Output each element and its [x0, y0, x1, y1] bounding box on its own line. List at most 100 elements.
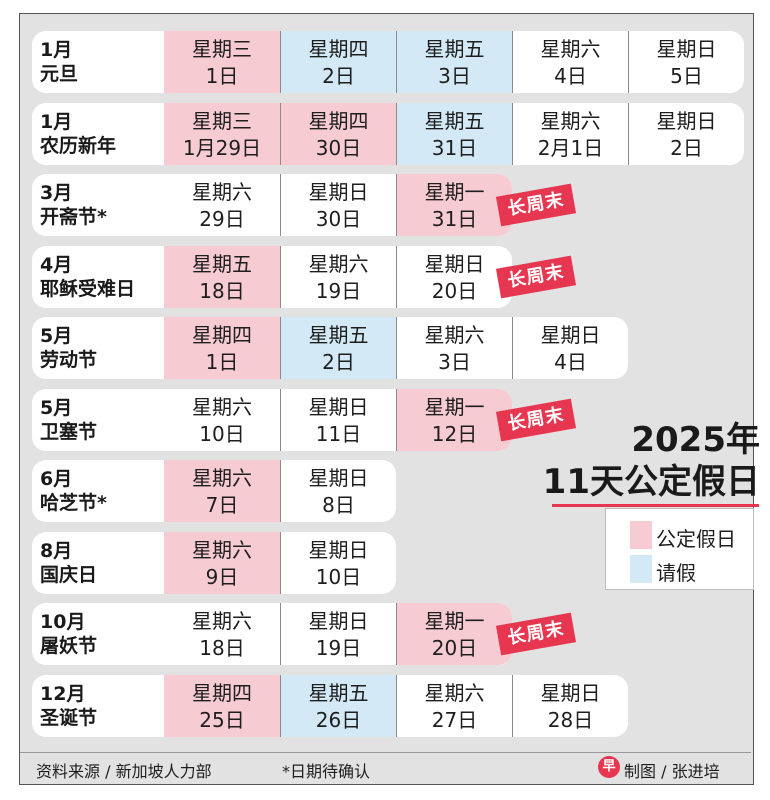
day-date: 2月1日: [537, 135, 604, 160]
day-date: 4日: [554, 350, 587, 374]
holiday-month: 8月: [40, 539, 73, 562]
day-cell: 星期五 31日: [396, 102, 512, 165]
day-weekday: 星期三: [192, 108, 252, 133]
holiday-name: 哈芝节*: [40, 492, 107, 514]
day-cell: 星期日 2日: [628, 102, 744, 165]
footer: 资料来源 / 新加坡人力部 *日期待确认 早 制图 / 张进培: [20, 752, 751, 783]
day-cell: 星期四 2日: [280, 31, 396, 93]
day-date: 7日: [205, 493, 239, 517]
day-cell: 星期六 18日: [164, 603, 280, 665]
day-cell: 星期日 5日: [628, 31, 744, 93]
day-weekday: 星期五: [308, 323, 369, 347]
holiday-name: 屠妖节: [40, 635, 98, 657]
day-date: 12日: [431, 421, 478, 446]
day-weekday: 星期四: [308, 37, 369, 61]
day-date: 19日: [315, 636, 362, 660]
holiday-month: 3月: [40, 182, 73, 204]
day-date: 5日: [670, 64, 703, 88]
legend-label-leave: 请假: [656, 561, 696, 585]
day-date: 2日: [322, 64, 355, 88]
day-date: 4日: [554, 64, 587, 88]
day-weekday: 星期一: [424, 609, 485, 633]
holiday-label: 4月 耶稣受难日: [32, 246, 164, 308]
day-cell: 星期六 19日: [280, 245, 396, 308]
day-weekday: 星期日: [656, 108, 717, 133]
day-date: 3日: [438, 350, 471, 374]
day-date: 11日: [315, 421, 362, 446]
day-date: 31日: [431, 135, 478, 160]
day-date: 18日: [199, 278, 245, 303]
day-weekday: 星期日: [540, 323, 601, 347]
holiday-row: 12月 圣诞节 星期四 25日 星期五 26日 星期六 27日 星期日 28日: [32, 674, 628, 737]
day-weekday: 星期日: [424, 251, 485, 276]
day-weekday: 星期日: [308, 609, 369, 633]
holiday-month: 6月: [40, 468, 73, 490]
publisher-logo-icon: 早: [598, 756, 620, 778]
footer-note: *日期待确认: [282, 762, 371, 781]
day-cell: 星期六 7日: [164, 460, 280, 522]
holiday-row: 10月 屠妖节 星期六 18日 星期日 19日 星期一 20日 长周末: [32, 603, 577, 665]
holiday-label: 8月 国庆日: [32, 532, 164, 594]
day-weekday: 星期六: [540, 108, 601, 133]
day-weekday: 星期一: [424, 180, 485, 204]
holiday-row: 6月 哈芝节* 星期六 7日 星期日 8日: [32, 460, 396, 522]
day-date: 10日: [315, 564, 362, 589]
day-cell: 星期五 26日: [280, 674, 396, 737]
day-cell: 星期日 8日: [280, 460, 396, 522]
day-cell: 星期日 11日: [280, 388, 396, 451]
day-cell: 星期五 18日: [164, 245, 280, 308]
holiday-month: 5月: [40, 325, 73, 347]
day-weekday: 星期三: [192, 37, 252, 61]
holiday-month: 1月: [40, 110, 73, 133]
day-date: 18日: [199, 636, 245, 660]
day-weekday: 星期六: [308, 251, 369, 276]
holiday-label: 3月 开斋节*: [32, 174, 164, 236]
day-date: 26日: [315, 707, 362, 732]
day-date: 2日: [670, 135, 703, 160]
holiday-row: 4月 耶稣受难日 星期五 18日 星期六 19日 星期日 20日 长周末: [32, 245, 577, 308]
day-cell: 星期四 30日: [280, 102, 396, 165]
footer-credit: 制图 / 张进培: [624, 762, 720, 781]
day-weekday: 星期日: [308, 537, 369, 562]
holiday-name: 国庆日: [40, 563, 98, 586]
title-block: 2025年 11天公定假日: [520, 419, 760, 503]
day-weekday: 星期六: [424, 680, 485, 705]
holiday-label: 5月 卫塞节: [32, 389, 164, 451]
day-date: 1日: [205, 350, 239, 374]
day-date: 19日: [315, 278, 362, 303]
day-date: 2日: [322, 350, 355, 374]
day-date: 20日: [431, 278, 478, 303]
day-weekday: 星期日: [540, 680, 601, 705]
infographic-panel: 1月 元旦 星期三 1日 星期四 2日 星期五 3日 星期六 4日 星期日 5日 1月 农历新年 星期三 1月…: [19, 13, 760, 785]
day-cell: 星期六 29日: [164, 174, 280, 236]
day-cell: 星期六 2月1日: [512, 102, 628, 165]
day-date: 1日: [205, 64, 239, 88]
day-cell: 星期六 9日: [164, 531, 280, 594]
holiday-month: 5月: [40, 396, 73, 419]
legend-label-holiday: 公定假日: [656, 527, 736, 551]
holiday-month: 4月: [40, 253, 73, 276]
footer-source: 资料来源 / 新加坡人力部: [36, 762, 212, 781]
day-cell: 星期五 2日: [280, 317, 396, 379]
day-cell: 星期四 25日: [164, 674, 280, 737]
day-date: 9日: [205, 564, 239, 589]
holiday-row: 5月 卫塞节 星期六 10日 星期日 11日 星期一 12日 长周末: [32, 388, 577, 451]
day-weekday: 星期日: [656, 37, 717, 61]
legend-swatch-leave: [630, 555, 652, 583]
title-year: 2025年: [631, 420, 760, 460]
day-weekday: 星期五: [308, 680, 369, 705]
day-date: 25日: [199, 707, 245, 732]
day-weekday: 星期六: [192, 394, 252, 419]
day-weekday: 星期四: [308, 108, 369, 133]
holiday-row: 3月 开斋节* 星期六 29日 星期日 30日 星期一 31日 长周末: [32, 174, 577, 236]
day-weekday: 星期六: [540, 37, 601, 61]
day-cell: 星期日 19日: [280, 603, 396, 665]
day-date: 8日: [322, 493, 355, 517]
title-underline: [552, 504, 759, 507]
day-cell: 星期六 27日: [396, 674, 512, 737]
day-cell: 星期六 3日: [396, 317, 512, 379]
day-cell: 星期一 31日: [396, 174, 512, 236]
holiday-name: 卫塞节: [40, 420, 98, 443]
holiday-label: 10月 屠妖节: [32, 603, 164, 665]
holiday-month: 10月: [40, 611, 86, 633]
